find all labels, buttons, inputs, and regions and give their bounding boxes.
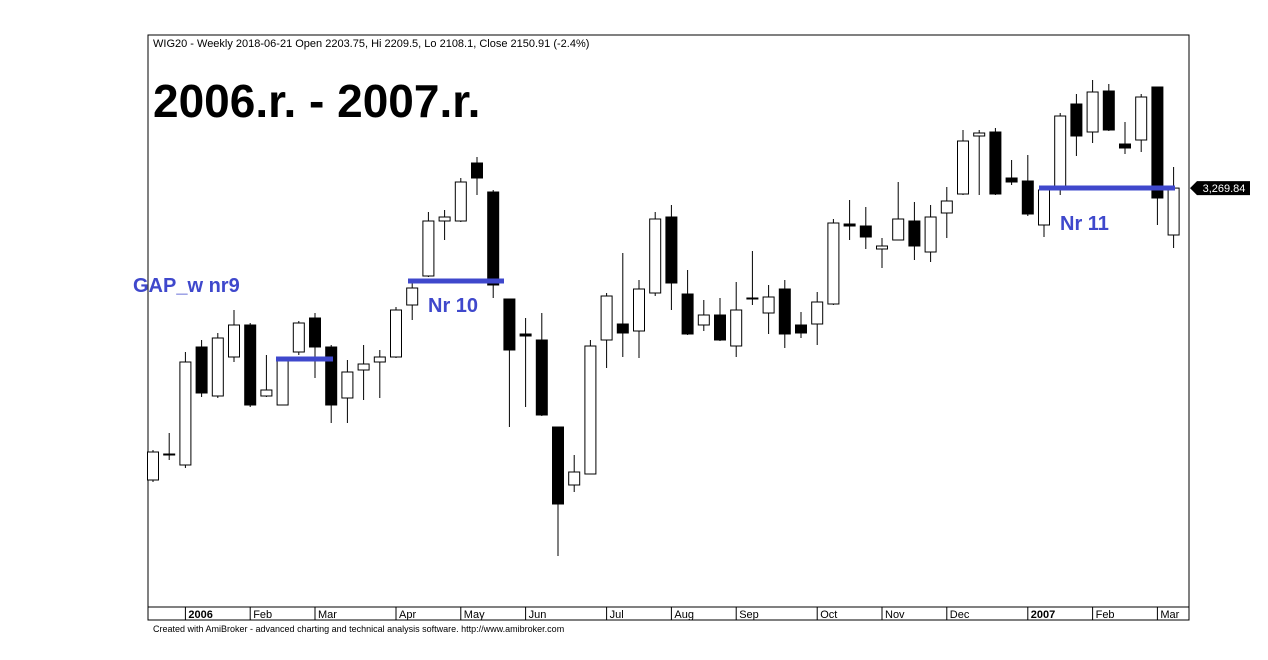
candle-body <box>1102 90 1115 131</box>
candle-body <box>940 200 953 214</box>
candle-body <box>714 314 726 341</box>
candle-body <box>487 191 500 286</box>
candle-body <box>503 298 516 351</box>
x-tick-label: Nov <box>885 609 905 621</box>
candle-body <box>179 361 192 466</box>
candle-body <box>535 339 548 416</box>
candle-body <box>1070 103 1083 137</box>
candle-body <box>325 346 338 406</box>
candle-body <box>811 301 824 325</box>
x-tick-label: Oct <box>820 609 837 621</box>
candle-body <box>973 132 986 137</box>
candle-body <box>147 451 159 481</box>
last-price-label: 3,269.84 <box>1203 183 1246 195</box>
candle-body <box>422 220 435 277</box>
candle-body <box>260 389 273 397</box>
candle-body <box>163 453 176 456</box>
candle-body <box>1086 91 1099 133</box>
chart-footer: Created with AmiBroker - advanced charti… <box>153 624 564 634</box>
candle-body <box>276 357 289 406</box>
candle-body <box>1135 96 1148 141</box>
candle-body <box>244 324 257 406</box>
candle-body <box>762 296 775 314</box>
x-tick-label: Jul <box>610 609 624 621</box>
x-tick-label: 2006 <box>188 609 212 621</box>
candle-body <box>892 218 905 241</box>
candle-body <box>697 314 710 326</box>
candle-body <box>843 223 856 227</box>
x-tick-label: Apr <box>399 609 416 621</box>
gap-label: GAP_w nr9 <box>133 275 240 297</box>
x-tick-label: Mar <box>1160 609 1179 621</box>
x-tick-label: Sep <box>739 609 759 621</box>
x-tick-label: May <box>464 609 485 621</box>
candle-body <box>292 322 305 353</box>
candle-body <box>859 225 872 238</box>
candle-body <box>438 216 451 222</box>
x-tick-label: Mar <box>318 609 337 621</box>
candle-body <box>195 346 208 394</box>
candle-body <box>552 426 564 505</box>
candle-body <box>633 288 645 332</box>
x-tick-label: Aug <box>674 609 694 621</box>
candle-body <box>584 345 597 475</box>
candle-body <box>568 471 581 486</box>
candle-body <box>730 309 743 347</box>
gap-label: Nr 10 <box>428 295 478 317</box>
candle-body <box>600 295 613 341</box>
candle-body <box>681 293 694 335</box>
candle-body <box>989 131 1002 195</box>
candle-body <box>1021 180 1034 215</box>
candle-body <box>827 222 840 305</box>
candle-body <box>471 162 483 179</box>
x-tick-label: 2007 <box>1031 609 1055 621</box>
candle-body <box>1005 177 1018 183</box>
x-tick-label: Dec <box>950 609 970 621</box>
plot-frame <box>147 34 1190 621</box>
candle-body <box>228 324 240 358</box>
x-tick-label: Feb <box>253 609 272 621</box>
candle-body <box>341 371 354 399</box>
candle-body <box>390 309 402 358</box>
candle-body <box>778 288 791 335</box>
candle-body <box>746 297 759 300</box>
candle-body <box>211 337 224 397</box>
candle-body <box>519 333 532 337</box>
x-tick-label: Jun <box>529 609 547 621</box>
candle-body <box>406 287 419 306</box>
gap-label: Nr 11 <box>1060 213 1109 235</box>
candle-body <box>309 317 321 348</box>
x-tick-label: Feb <box>1096 609 1115 621</box>
candle-body <box>1167 187 1180 236</box>
candle-body <box>908 220 921 247</box>
candle-body <box>1038 189 1050 226</box>
candle-body <box>373 356 386 363</box>
candle-body <box>357 363 370 371</box>
chart-header: WIG20 - Weekly 2018-06-21 Open 2203.75, … <box>153 38 589 50</box>
chart-title: 2006.r. - 2007.r. <box>153 75 480 127</box>
candle-body <box>1119 143 1131 149</box>
candle-body <box>1151 86 1164 199</box>
candle-body <box>665 216 678 284</box>
last-price-marker <box>1190 181 1250 196</box>
candle-body <box>454 181 467 222</box>
candle-body <box>924 216 937 253</box>
candle-body <box>616 323 629 334</box>
candle-body <box>957 140 969 195</box>
candle-body <box>795 324 807 334</box>
candle-body <box>1054 115 1067 191</box>
candle-body <box>876 245 888 250</box>
candle-body <box>649 218 662 294</box>
